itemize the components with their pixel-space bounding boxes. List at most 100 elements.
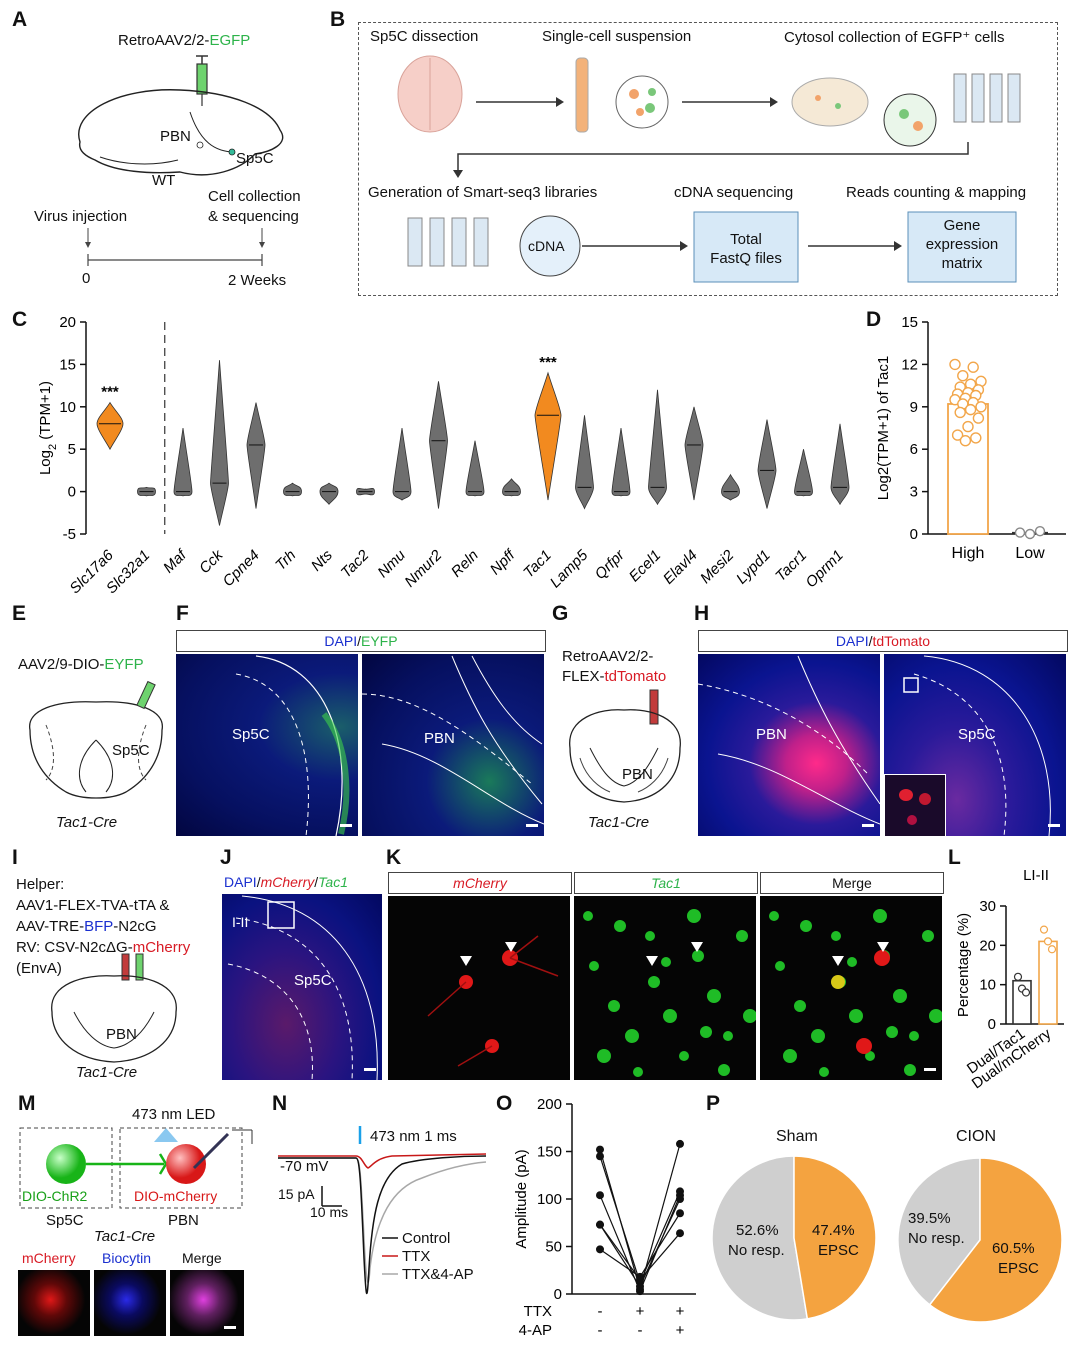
data-point [636, 1282, 644, 1291]
tac1-cell [597, 1049, 611, 1063]
panel-k-image-tac1 [574, 896, 756, 1080]
violin-Tacr1 [794, 449, 813, 497]
panel-g-mouse: Tac1-Cre [588, 814, 650, 831]
panel-label-b: B [330, 8, 346, 31]
y-axis-label: Log2(TPM+1) of Tac1 [875, 356, 892, 500]
condition-mark: + [636, 1303, 645, 1320]
panel-h-label-pbn: PBN [756, 726, 787, 743]
tac1-cell [865, 1051, 875, 1061]
panel-n-hold: -70 mV [280, 1158, 329, 1175]
panel-p-cion-no-pct: 39.5% [908, 1210, 951, 1227]
panel-n-legend-ttx-4ap: TTX&4-AP [402, 1266, 474, 1283]
y-tick-label: 5 [68, 441, 76, 458]
tac1-cell [811, 1029, 825, 1043]
panel-a-virus-label: RetroAAV2/2-EGFP [118, 32, 251, 49]
violin-Lamp5 [575, 415, 594, 510]
tac1-cell [679, 1051, 689, 1061]
mcherry-cell [856, 1038, 872, 1054]
pie-slice-epsc [928, 1157, 1063, 1323]
data-point [957, 370, 969, 382]
tac1-cell [794, 1000, 806, 1012]
scale-bar [224, 1326, 236, 1329]
panel-b-step6: Reads counting & mapping [846, 184, 1027, 201]
tac1-cell [633, 1067, 643, 1077]
data-point [596, 1245, 604, 1254]
panel-m-subheader: mCherry Biocytin Merge [18, 1248, 244, 1268]
tac1-cell [692, 950, 704, 962]
panel-b-matrix-text: Gene expression matrix [925, 217, 999, 272]
y-tick-label: -5 [63, 526, 76, 543]
data-point [975, 401, 987, 413]
panel-m-image-merge [170, 1270, 244, 1336]
panel-p-sham-no: No resp. [728, 1242, 785, 1259]
tac1-cell [783, 1049, 797, 1063]
violin-Mesi2 [721, 473, 740, 501]
tac1-cell [663, 1009, 677, 1023]
panel-label-p: P [706, 1092, 721, 1115]
panel-m-right-region: PBN [168, 1212, 199, 1229]
panel-p-title-cion: CION [956, 1128, 996, 1145]
tac1-cell [909, 1031, 919, 1041]
panel-g-pbn: PBN [622, 766, 653, 783]
panel-label-n: N [272, 1092, 288, 1115]
scale-bar [862, 824, 874, 827]
tac1-cell [849, 1009, 863, 1023]
data-point [1039, 925, 1049, 934]
panel-k-header-1: mCherry [388, 872, 572, 894]
panel-p-title-sham: Sham [776, 1128, 818, 1145]
x-tick-label: Lypd1 [733, 547, 774, 588]
x-tick-label: Cck [196, 546, 227, 577]
panel-h-image-sp5c: Sp5C [884, 654, 1066, 836]
y-tick-label: 0 [68, 484, 76, 501]
x-tick-label: Npff [487, 546, 520, 579]
panel-o-paired-chart: 0 50 100 150 200 Amplitude (pA) TTX - + +4-AP - - + [513, 1096, 696, 1339]
panel-k-header-2: Tac1 [574, 872, 758, 894]
x-tick-label: Mesi2 [697, 546, 738, 587]
tac1-cell [886, 1026, 898, 1038]
panel-b-step4: Generation of Smart-seq3 libraries [368, 184, 598, 201]
pair-line [639, 1143, 681, 1290]
y-tick-label: 10 [59, 399, 76, 416]
x-tick-label: Trh [272, 547, 299, 574]
panel-p-sham-e-pct: 47.4% [812, 1222, 855, 1239]
arrowhead-icon [832, 956, 844, 966]
pair-line [599, 1156, 641, 1283]
arrowhead-icon [646, 956, 658, 966]
y-tick-label: 150 [537, 1144, 562, 1161]
panel-j-label-sp5c: Sp5C [294, 972, 332, 989]
tac1-cell [661, 957, 671, 967]
panel-k-image-merge [760, 896, 942, 1080]
panel-n-scale-x: 10 ms [310, 1204, 349, 1220]
chart-title: LI-II [1023, 867, 1049, 884]
panel-b-step2: Single-cell suspension [542, 28, 692, 45]
panel-h-image-pbn: PBN [698, 654, 880, 836]
data-point [967, 361, 979, 373]
panel-d-bar-chart: 0 3 6 9 12 15 Log2(TPM+1) of Tac1 High Low [875, 314, 1066, 562]
condition-mark: + [676, 1322, 685, 1339]
data-point [1013, 972, 1023, 981]
data-point [676, 1209, 684, 1218]
data-point [1034, 525, 1046, 537]
arrowhead-icon [877, 942, 889, 952]
panel-e-brain-section-icon [29, 680, 163, 799]
row-label: TTX [524, 1303, 552, 1320]
panel-n-traces [278, 1126, 487, 1295]
data-point [1047, 945, 1057, 954]
panel-k-image-mcherry [388, 896, 570, 1080]
violin-Oprm1 [830, 423, 850, 506]
panel-j-image: I-II Sp5C [222, 894, 382, 1080]
y-tick-label: 20 [979, 937, 996, 954]
significance-label: *** [539, 354, 557, 371]
mcherry-cell [874, 950, 890, 966]
panel-i-pbn: PBN [106, 1026, 137, 1043]
y-tick-label: 100 [537, 1191, 562, 1208]
x-tick-label: Oprm1 [802, 547, 846, 591]
panel-n-legend-ttx: TTX [402, 1248, 431, 1265]
brain-icon [397, 55, 463, 133]
x-tick-label: Ecel1 [626, 547, 665, 586]
panel-g-brain-section-icon [569, 689, 681, 803]
violin-Reln [465, 440, 485, 497]
tac1-cell [847, 957, 857, 967]
violin-Trh [283, 482, 302, 497]
y-tick-label: 0 [910, 526, 918, 543]
